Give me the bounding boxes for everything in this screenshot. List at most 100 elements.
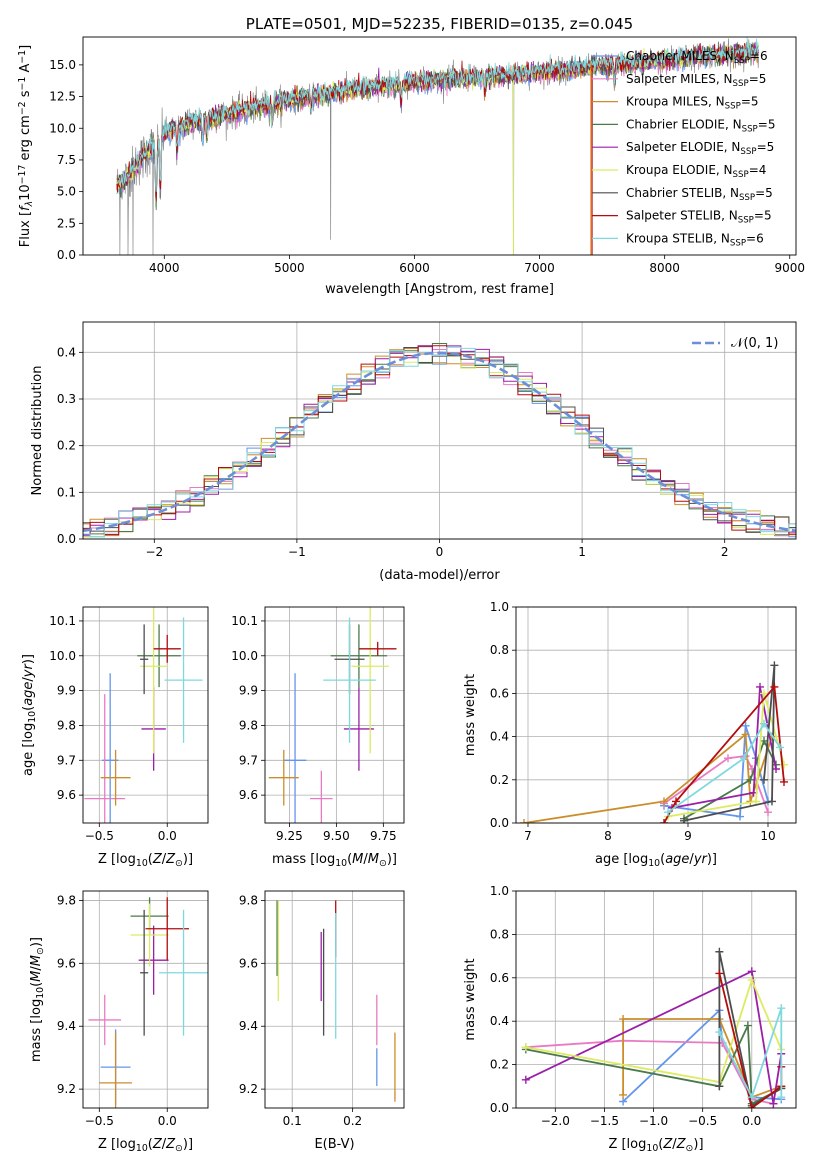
x-tick-label: −1.0: [639, 1114, 668, 1128]
data-point: [777, 1004, 786, 1013]
x-tick-label: −0.5: [688, 1114, 717, 1128]
data-point: [747, 967, 756, 976]
errorbar-point: [343, 687, 374, 771]
x-tick-label: 7000: [524, 261, 555, 275]
x-tick-label: 8: [604, 829, 612, 843]
data-point: [521, 1043, 530, 1052]
x-tick-label: 9: [684, 829, 692, 843]
y-tick-label: 0.4: [490, 730, 509, 744]
axes-frame: [264, 890, 405, 1109]
errorbar-point: [100, 749, 131, 806]
y-tick-label: 9.2: [239, 1082, 258, 1096]
y-tick-label: 10.1: [49, 614, 76, 628]
panel-spectrum: 4000 5000 6000 7000 8000 9000 0.0 2.5 5.0 7.5 10.0…: [49, 36, 805, 275]
y-axis-label: mass [log10(M/M⊙)]: [29, 937, 46, 1062]
x-axis-label: mass [log10(M/M⊙)]: [272, 852, 397, 869]
y-tick-label: 0.8: [490, 927, 509, 941]
y-tick-label: 9.9: [239, 684, 258, 698]
y-tick-label: 10.0: [49, 121, 76, 135]
series-line: [622, 1008, 782, 1103]
series-line: [525, 969, 783, 1104]
x-tick-label: 7: [524, 829, 532, 843]
y-tick-label: 9.8: [239, 893, 258, 907]
data-point: [743, 1021, 752, 1030]
data-point: [741, 730, 750, 739]
y-tick-label: 9.6: [239, 956, 258, 970]
normal-curve: [82, 351, 797, 533]
weight-series: [660, 682, 788, 823]
data-point: [664, 808, 672, 817]
x-axis-label: Z [log10(Z/Z⊙)]: [608, 1137, 703, 1154]
data-point: [715, 1082, 724, 1091]
y-tick-label: 9.4: [239, 1019, 258, 1033]
panel-mass-vs-Z: −0.5 0.0 9.2 9.4 9.6 9.8: [57, 890, 209, 1128]
errorbar-point: [153, 634, 181, 663]
errorbar-point: [164, 617, 203, 743]
x-tick-label: 2: [721, 545, 729, 559]
panel-residuals: −2 −1 0 1 2 0.0 0.1 0.2 0.3 0.4: [57, 321, 797, 559]
data-point: [660, 797, 668, 806]
y-axis-label: Normed distribution: [30, 366, 45, 496]
legend-entry: Salpeter STELIB, NSSP=5: [626, 209, 772, 226]
errorbar-point: [88, 994, 122, 1046]
y-tick-label: 1.0: [490, 600, 509, 614]
y-tick-label: 10.0: [49, 649, 76, 663]
y-tick-label: 0.6: [490, 686, 509, 700]
x-axis-label: (data-model)/error: [379, 568, 500, 583]
weight-series: [521, 967, 786, 1108]
panel-age-vs-mass: 9.25 9.50 9.75 9.6 9.7 9.8 9.9 10.0 10.1: [231, 606, 405, 843]
x-axis-label: Z [log10(Z/Z⊙)]: [98, 852, 193, 869]
errorbar-point: [140, 624, 149, 695]
panel-mass-vs-ebv: 0.1 0.2 9.2 9.4 9.6 9.8: [239, 890, 405, 1128]
errorbar-point: [130, 903, 169, 967]
errorbar-point: [283, 673, 307, 823]
errorbar-point: [99, 1032, 132, 1108]
chart-title: PLATE=0501, MJD=52235, FIBERID=0135, z=0…: [246, 15, 633, 33]
data-point: [740, 754, 748, 763]
series-line: [683, 665, 776, 822]
x-tick-label: 8000: [649, 261, 680, 275]
y-tick-label: 9.9: [57, 684, 76, 698]
x-axis-label: wavelength [Angstrom, rest frame]: [325, 282, 554, 297]
data-point: [736, 812, 744, 821]
y-tick-label: 9.2: [57, 1082, 76, 1096]
x-tick-label: 9.25: [276, 829, 303, 843]
y-tick-label: 10.1: [231, 614, 258, 628]
legend-entry: Chabrier STELIB, NSSP=5: [626, 186, 773, 203]
y-tick-label: 0.0: [490, 816, 509, 830]
data-point: [780, 777, 788, 786]
y-tick-label: 9.4: [57, 1019, 76, 1033]
data-point: [619, 1090, 628, 1099]
data-point: [715, 1028, 724, 1037]
errorbar-point: [159, 909, 208, 1036]
legend-entry: Kroupa MILES, NSSP=5: [626, 95, 759, 112]
y-axis-label: mass weight: [463, 674, 478, 756]
x-tick-label: −2.0: [541, 1114, 570, 1128]
axes-frame: [82, 321, 797, 540]
x-axis-label: Z [log10(Z/Z⊙)]: [98, 1137, 193, 1154]
data-point: [660, 819, 668, 823]
data-point: [760, 689, 768, 698]
data-point: [747, 1104, 756, 1108]
x-tick-label: 0.0: [158, 1114, 177, 1128]
data-point: [672, 797, 680, 806]
data-point: [520, 819, 528, 823]
x-axis-label: age [log10(age/yr)]: [595, 852, 717, 869]
y-axis-label: mass weight: [463, 958, 478, 1040]
data-point: [521, 1075, 530, 1084]
weight-series: [680, 661, 779, 823]
x-tick-label: −2: [145, 545, 163, 559]
weight-series: [664, 719, 784, 817]
data-point: [747, 975, 756, 984]
axes-frame: [515, 890, 797, 1109]
data-point: [777, 1093, 786, 1102]
x-tick-label: 0: [436, 545, 444, 559]
y-tick-label: 9.7: [57, 753, 76, 767]
data-point: [680, 816, 688, 823]
y-tick-label: 0.6: [490, 971, 509, 985]
x-tick-label: 5000: [274, 261, 305, 275]
y-tick-label: 0.0: [57, 532, 76, 546]
y-axis-label: Flux [fλ10−17 erg cm−2 s−1 A−1]: [17, 45, 34, 247]
legend-entry: Chabrier ELODIE, NSSP=5: [626, 117, 775, 134]
x-tick-label: 0.0: [158, 829, 177, 843]
